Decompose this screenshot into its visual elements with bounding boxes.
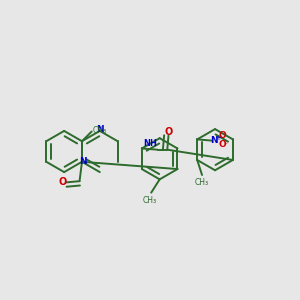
- Text: N: N: [210, 136, 218, 145]
- Text: CH₃: CH₃: [195, 178, 209, 188]
- Text: CH₃: CH₃: [143, 196, 157, 205]
- Text: +: +: [215, 135, 221, 141]
- Text: N: N: [79, 157, 86, 166]
- Text: O: O: [164, 127, 172, 137]
- Text: O: O: [218, 140, 226, 149]
- Text: CH₃: CH₃: [93, 126, 107, 135]
- Text: N: N: [96, 125, 103, 134]
- Text: O: O: [58, 177, 67, 188]
- Text: ⁻: ⁻: [223, 140, 227, 149]
- Text: NH: NH: [143, 139, 157, 148]
- Text: O: O: [218, 131, 226, 140]
